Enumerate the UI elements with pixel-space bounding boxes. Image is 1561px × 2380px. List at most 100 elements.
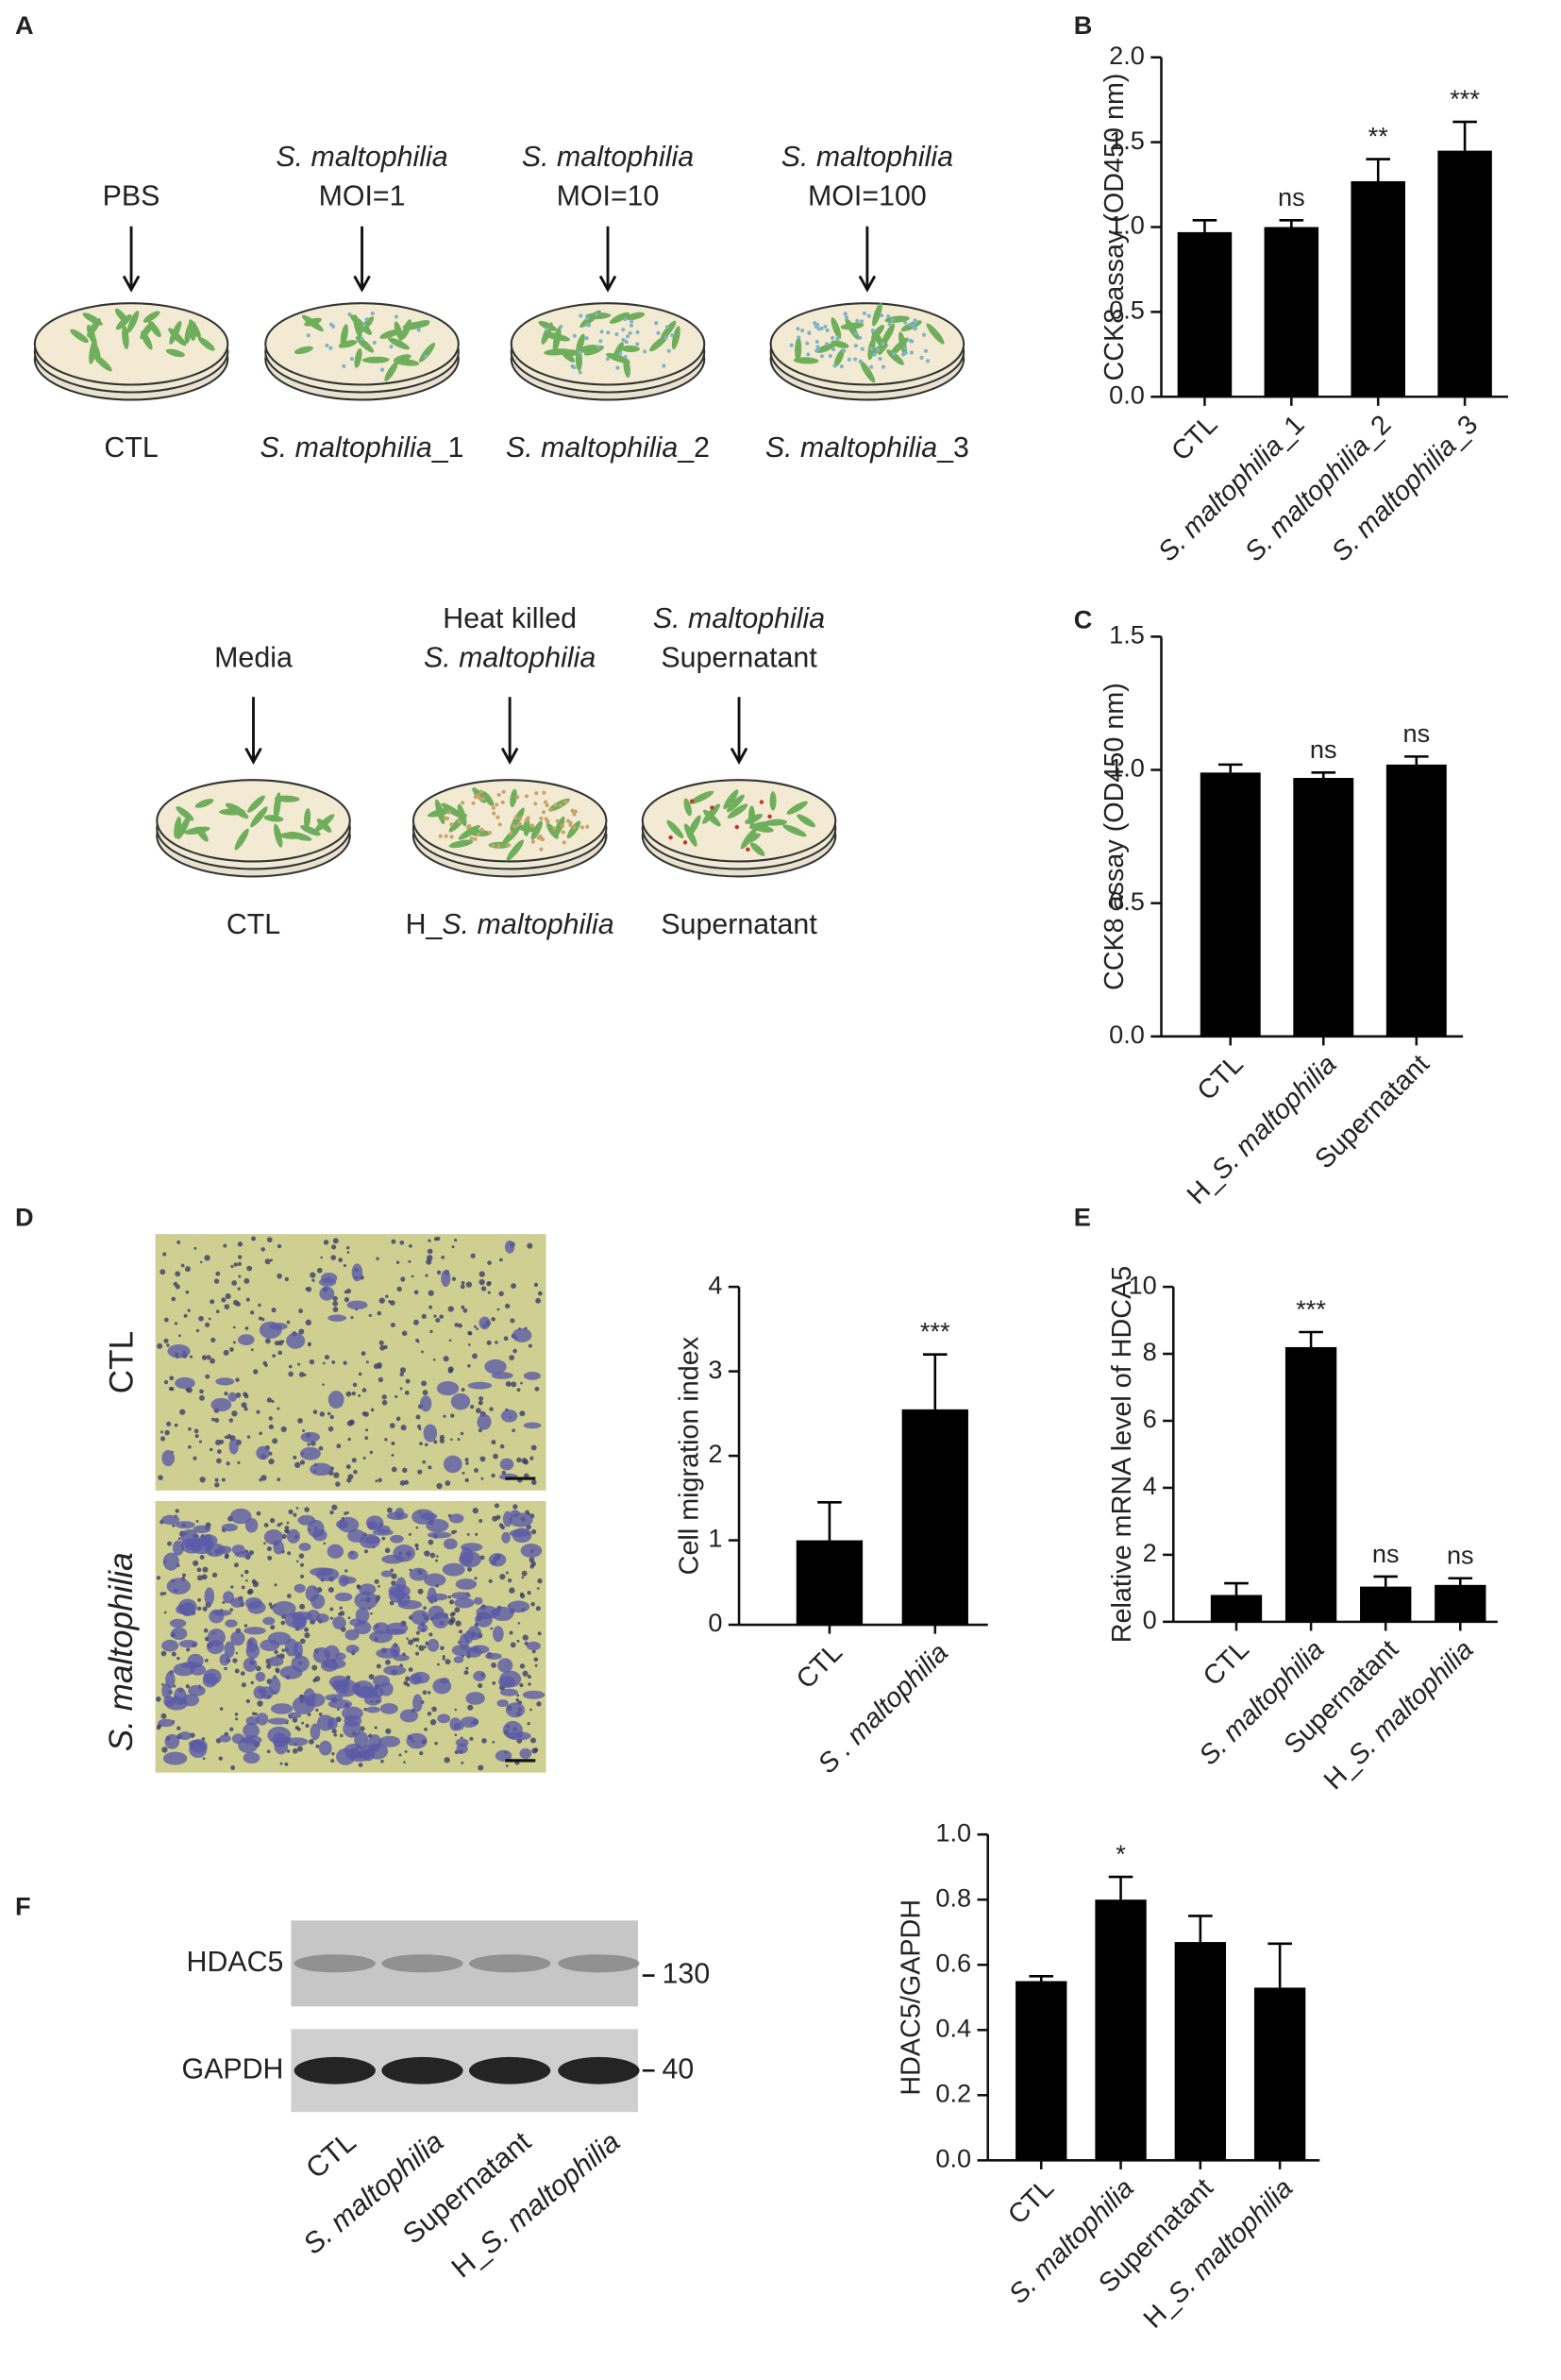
migrated-cell [256,1445,270,1460]
bacterium [477,832,481,836]
stain-dot [433,1440,438,1444]
bacterium [379,367,385,372]
migrated-cell [238,1334,255,1346]
treatment-label: S. maltophilia [781,142,953,173]
bacterium [518,817,523,821]
stain-dot [185,1290,190,1294]
stain-dot [216,1449,222,1455]
migrated-cell [269,1677,281,1696]
stain-dot [492,1515,498,1522]
stain-dot [312,1409,318,1414]
bacterium [814,324,818,329]
stain-dot [335,1481,341,1487]
stain-dot [256,1409,260,1414]
stain-dot [224,1392,228,1396]
migrated-cell [245,1715,260,1726]
cell [93,354,112,372]
stain-dot [517,1622,521,1625]
bacterium [872,352,877,357]
bacterium [512,824,516,829]
stain-dot [186,1647,191,1652]
stain-dot [516,1639,520,1643]
migrated-cell [347,1550,359,1561]
migrated-cell [167,1344,191,1359]
migrated-cell [450,1393,471,1410]
stain-dot [360,1726,365,1731]
bacterium [746,847,750,852]
stain-dot [390,1568,394,1573]
migrated-cell [499,1670,522,1688]
stain-dot [264,1338,271,1344]
stain-dot [311,1664,318,1671]
migrated-cell [429,1593,448,1601]
bacterium [923,348,929,353]
stain-dot [163,1592,167,1595]
cell [689,790,714,804]
stain-dot [415,1414,421,1420]
treatment-label: S. maltophilia [276,142,447,173]
stain-dot [288,1371,294,1377]
stain-dot [416,1424,422,1429]
migrated-cell [470,1645,490,1654]
bacterium [457,819,462,824]
bacterium [543,800,548,804]
cell [723,789,739,810]
bacterium [922,332,927,337]
stain-dot [427,1712,432,1716]
bacterium [689,799,695,803]
stain-dot [362,1456,366,1460]
stain-dot [215,1309,220,1314]
stain-dot [399,1480,406,1486]
cell [300,825,321,836]
stain-dot [428,1465,432,1470]
bacterium [828,353,832,359]
bacterium [533,802,538,806]
stain-dot [462,1471,465,1475]
stain-dot [353,1469,358,1475]
bacterium [539,847,544,852]
stain-dot [454,1323,460,1327]
cell [926,323,945,345]
size-marker: 130 [663,1959,711,1990]
stain-dot [234,1668,240,1674]
treatment-label: S. maltophilia [424,642,596,673]
stain-dot [331,1729,337,1734]
stain-dot [461,1280,465,1285]
stain-dot [429,1329,433,1334]
stain-dot [431,1706,437,1713]
migrated-cell [383,1665,407,1676]
migrated-cell [488,1553,507,1567]
stain-dot [160,1682,164,1686]
stain-dot [379,1344,386,1351]
stain-dot [474,1468,479,1474]
y-tick-label: 1.5 [1109,126,1145,155]
cell [727,803,748,819]
stain-dot [199,1477,206,1483]
migrated-cell [284,1612,308,1629]
stain-dot [478,1395,484,1402]
panel-letter: D [15,1202,34,1231]
stain-dot [460,1736,463,1739]
stain-dot [361,1388,367,1393]
migrated-cell [426,1518,449,1533]
bacterium [682,840,688,845]
stain-dot [343,1263,346,1268]
stain-dot [376,1663,381,1669]
stain-dot [211,1572,218,1578]
stain-dot [156,1696,161,1702]
stain-dot [175,1284,180,1290]
bacterium [881,342,885,346]
image-row-label: CTL [103,1331,140,1393]
stain-dot [466,1532,470,1536]
migrated-cell [379,1703,398,1714]
migrated-cell [504,1240,515,1254]
stain-dot [427,1255,433,1261]
stain-dot [232,1325,236,1329]
y-tick-label: 1.0 [1109,753,1145,783]
migrated-cell [287,1712,302,1719]
migrated-cell [328,1675,350,1689]
migrated-cell [493,1626,504,1643]
migrated-cell [256,1713,269,1726]
stain-dot [320,1256,323,1259]
stain-dot [288,1364,293,1369]
